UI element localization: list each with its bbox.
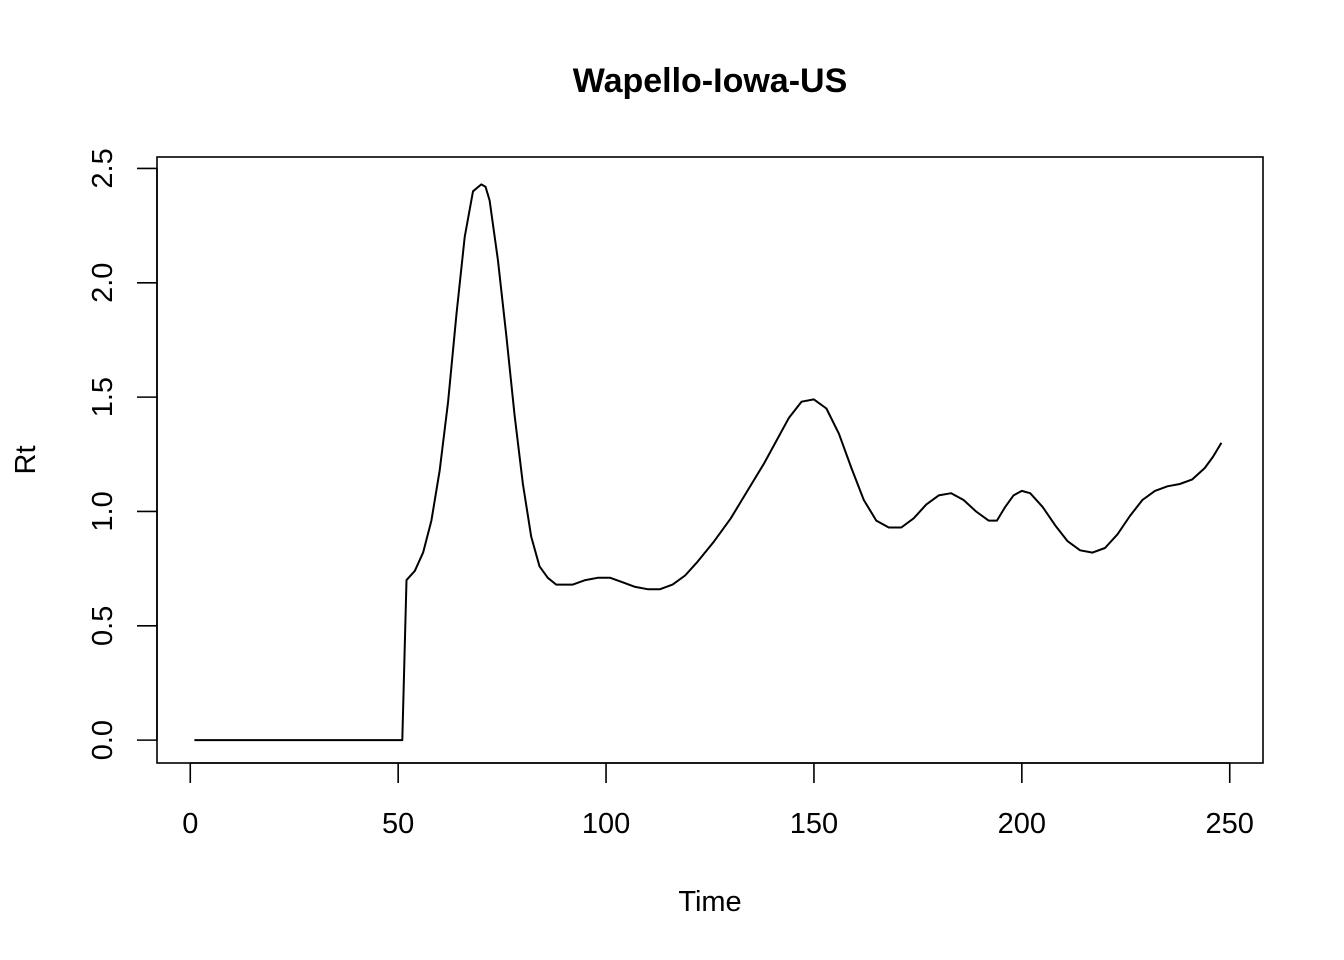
- x-tick-label: 150: [790, 808, 838, 840]
- y-tick-label: 0.0: [87, 720, 119, 760]
- x-tick-label: 100: [582, 808, 630, 840]
- rt-series-line: [194, 183, 1223, 742]
- x-tick-label: 250: [1206, 808, 1254, 840]
- x-tick-label: 200: [998, 808, 1046, 840]
- y-tick-label: 0.5: [87, 606, 119, 646]
- x-tick-label: 0: [182, 808, 198, 840]
- y-axis-label: Rt: [10, 446, 42, 475]
- chart-title: Wapello-Iowa-US: [573, 62, 848, 100]
- y-tick-label: 2.5: [87, 148, 119, 188]
- x-axis-label: Time: [678, 886, 741, 918]
- y-tick-label: 1.0: [87, 491, 119, 531]
- plot-frame: [156, 156, 1264, 764]
- x-axis: 0 50 100 150 200 250: [182, 762, 1254, 840]
- x-tick-label: 50: [382, 808, 414, 840]
- y-tick-label: 1.5: [87, 377, 119, 417]
- y-tick-label: 2.0: [87, 263, 119, 303]
- y-axis: 0.0 0.5 1.0 1.5 2.0 2.5: [87, 148, 158, 760]
